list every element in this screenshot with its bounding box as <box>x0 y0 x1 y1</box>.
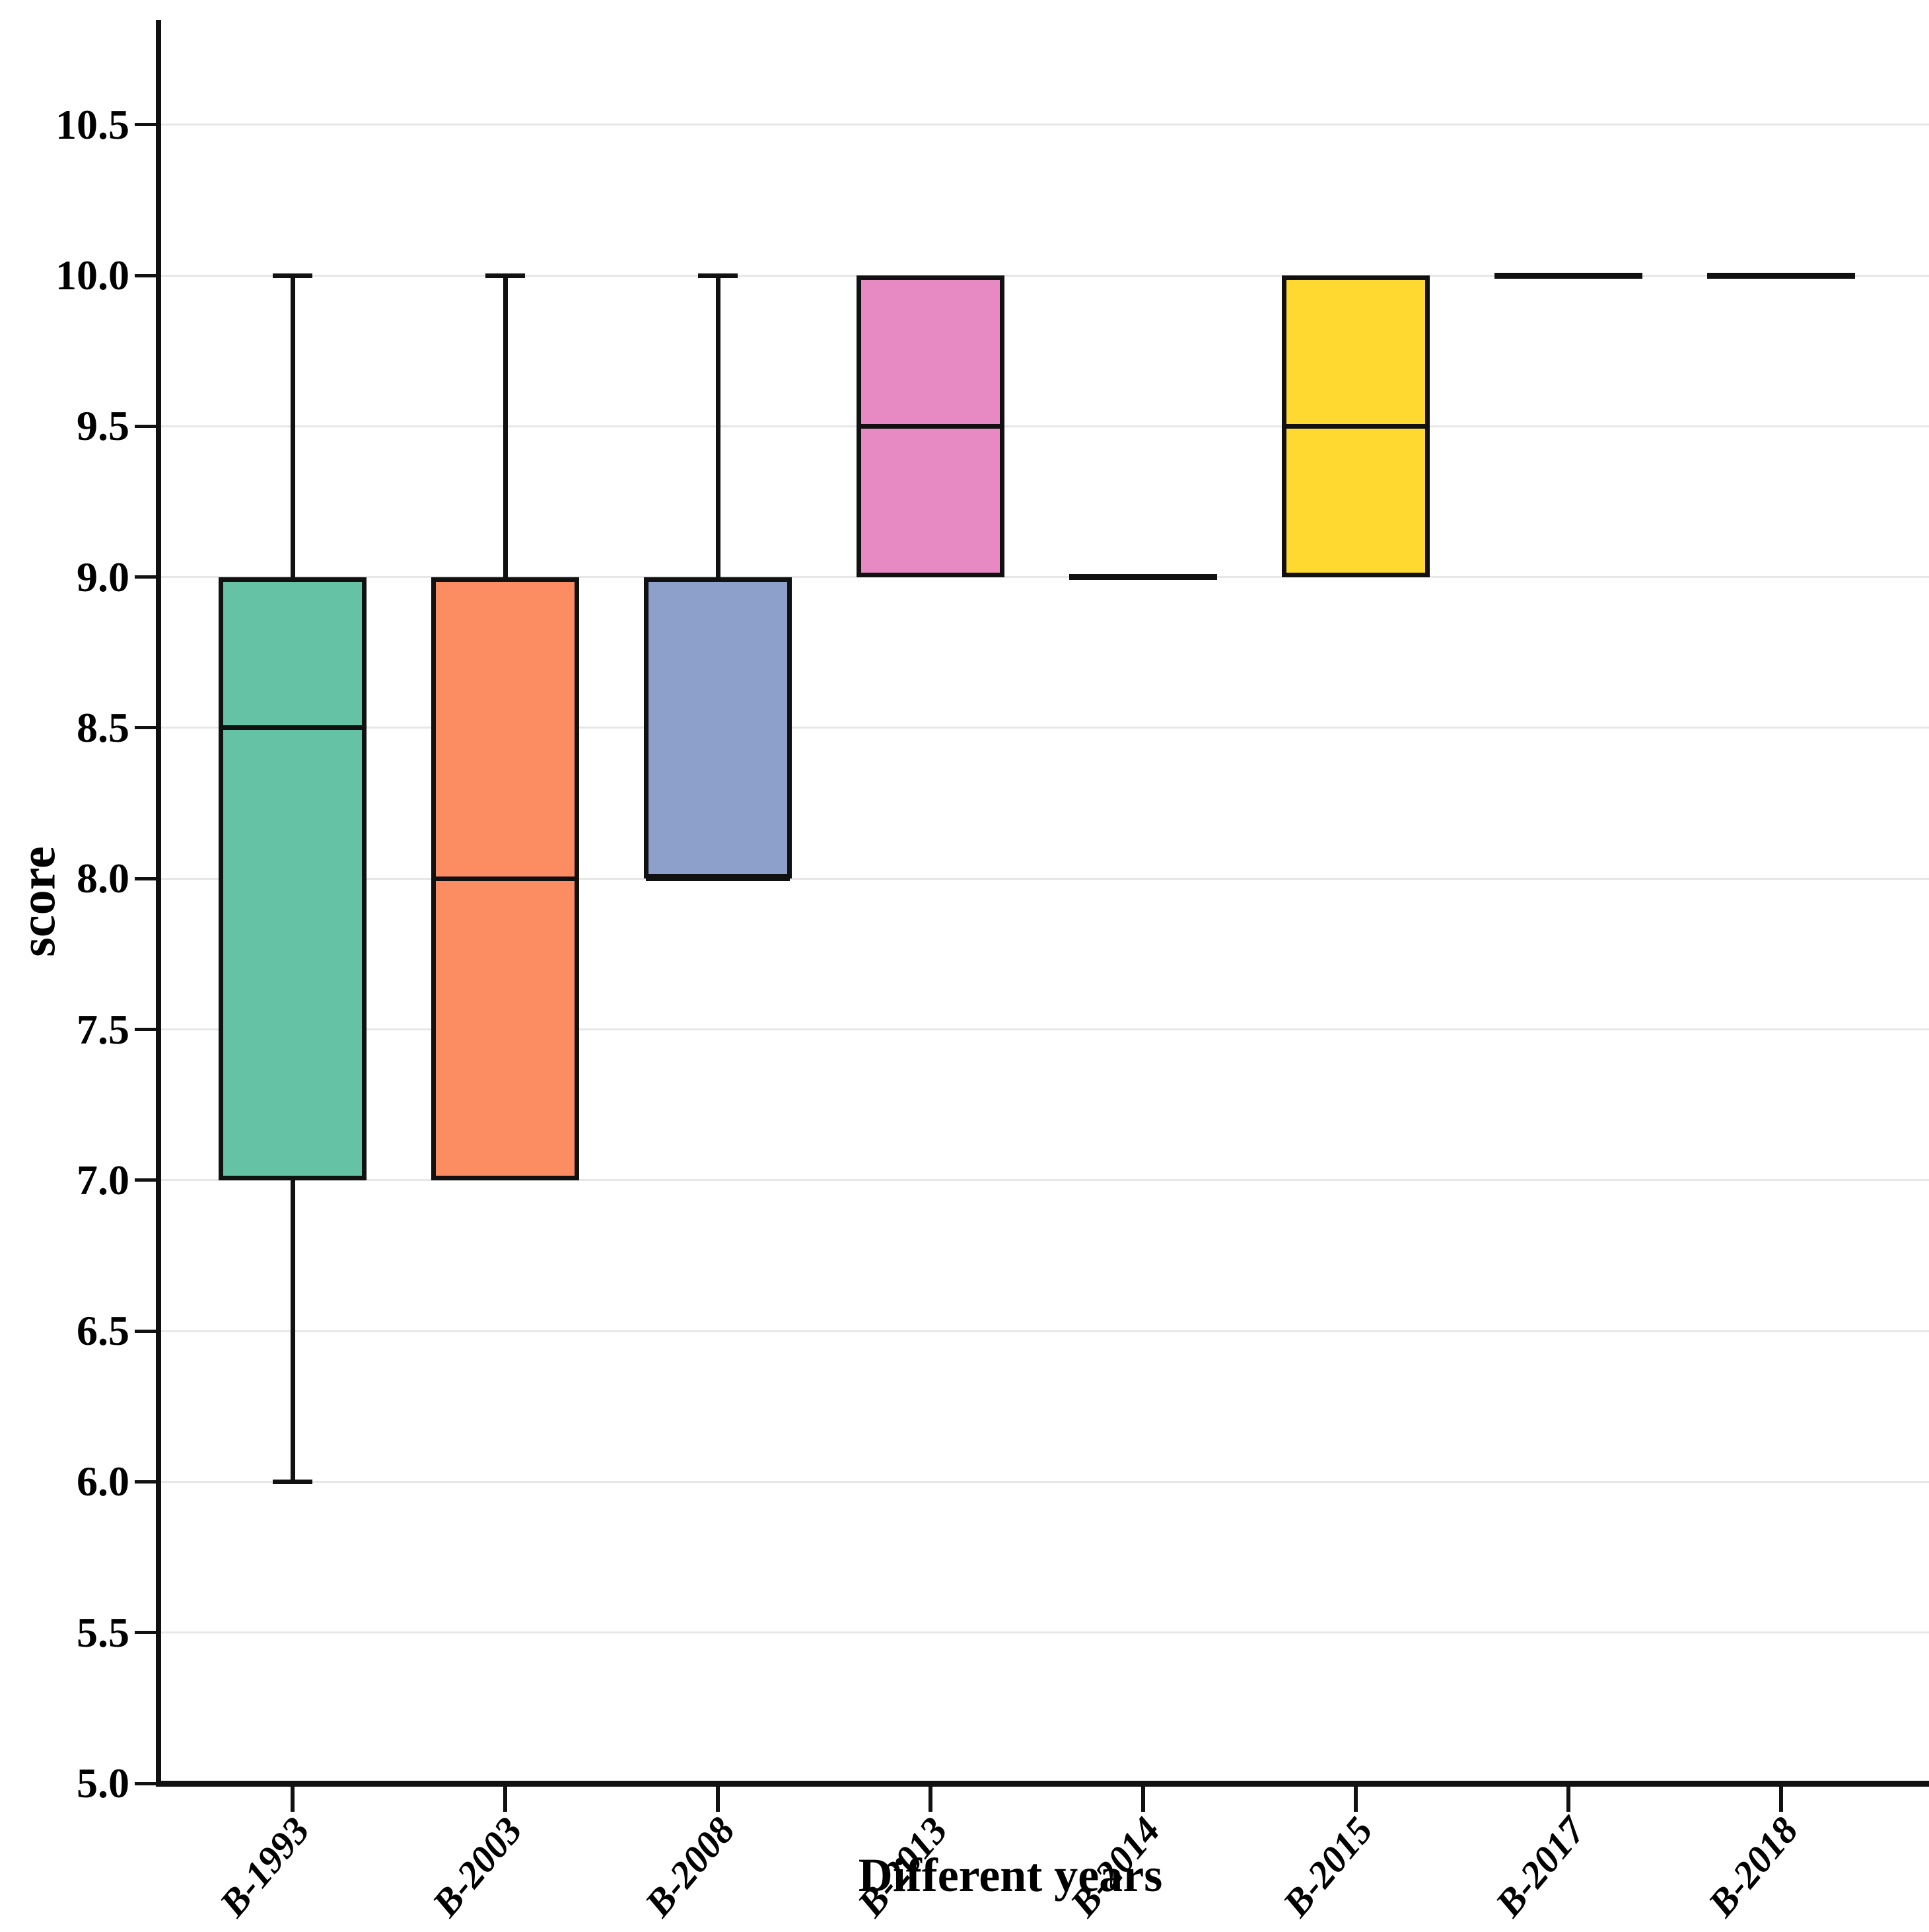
y-tick-label: 8.0 <box>77 855 129 902</box>
y-tick-label: 9.5 <box>77 402 129 450</box>
y-tick-label: 7.5 <box>77 1005 129 1053</box>
median-line <box>859 423 1002 429</box>
flat-box-B-2018 <box>1707 272 1855 279</box>
gridline <box>158 1179 1929 1182</box>
y-tick-mark <box>135 1028 158 1031</box>
x-tick-label: B-1993 <box>211 1808 318 1925</box>
y-tick-label: 6.0 <box>77 1458 129 1505</box>
lower-whisker-cap <box>273 1479 312 1484</box>
y-tick-mark <box>135 726 158 730</box>
x-tick-label: B-2018 <box>1699 1808 1807 1925</box>
y-tick-label: 10.5 <box>55 100 129 148</box>
y-axis-spine <box>156 20 161 1786</box>
flat-box-B-2014 <box>1069 574 1217 581</box>
upper-whisker-cap <box>273 273 312 278</box>
y-tick-label: 5.0 <box>77 1760 129 1807</box>
upper-whisker-cap <box>698 273 738 278</box>
gridline <box>158 1330 1929 1332</box>
x-tick-mark <box>503 1787 507 1812</box>
x-axis-title: Different years <box>858 1849 1163 1902</box>
gridline <box>158 1480 1929 1483</box>
gridline <box>158 576 1929 579</box>
y-tick-mark <box>135 877 158 880</box>
y-tick-label: 9.0 <box>77 553 129 600</box>
x-tick-mark <box>1354 1787 1358 1812</box>
upper-whisker-cap <box>485 273 525 278</box>
y-tick-label: 6.5 <box>77 1307 129 1355</box>
y-tick-mark <box>135 273 158 277</box>
y-tick-label: 8.5 <box>77 703 129 751</box>
x-axis-spine <box>156 1781 1929 1787</box>
median-line <box>433 876 577 881</box>
y-tick-mark <box>135 424 158 428</box>
y-tick-label: 5.5 <box>77 1608 129 1656</box>
flat-box-B-2017 <box>1494 272 1642 279</box>
x-tick-mark <box>1779 1787 1783 1812</box>
x-tick-label: B-2003 <box>423 1808 531 1925</box>
y-tick-mark <box>135 1480 158 1484</box>
gridline <box>158 124 1929 126</box>
box-B-2008 <box>644 577 792 879</box>
upper-whisker <box>715 275 720 577</box>
upper-whisker <box>503 275 508 577</box>
gridline <box>158 877 1929 880</box>
y-tick-mark <box>135 1631 158 1635</box>
x-tick-mark <box>1566 1787 1570 1812</box>
box-B-1993 <box>219 577 367 1180</box>
x-tick-label: B-2008 <box>636 1808 744 1925</box>
y-axis-title: score <box>10 846 66 957</box>
median-line <box>1284 423 1428 429</box>
x-tick-label: B-2017 <box>1487 1808 1594 1925</box>
y-tick-mark <box>135 123 158 127</box>
x-tick-mark <box>929 1787 932 1812</box>
median-line <box>646 876 790 881</box>
median-line <box>221 725 365 731</box>
gridline <box>158 1631 1929 1634</box>
lower-whisker <box>290 1180 295 1482</box>
x-tick-mark <box>291 1787 295 1812</box>
y-tick-label: 10.0 <box>55 252 129 299</box>
gridline <box>158 1028 1929 1030</box>
y-tick-mark <box>135 1329 158 1333</box>
gridline <box>158 727 1929 729</box>
gridline <box>158 425 1929 427</box>
y-tick-label: 7.0 <box>77 1156 129 1203</box>
y-tick-mark <box>135 1178 158 1182</box>
x-tick-mark <box>1141 1787 1145 1812</box>
y-tick-mark <box>135 575 158 579</box>
x-tick-label: B-2015 <box>1274 1808 1382 1925</box>
y-tick-mark <box>135 1781 158 1785</box>
x-tick-mark <box>716 1787 720 1812</box>
upper-whisker <box>290 275 295 577</box>
gridline <box>158 274 1929 277</box>
